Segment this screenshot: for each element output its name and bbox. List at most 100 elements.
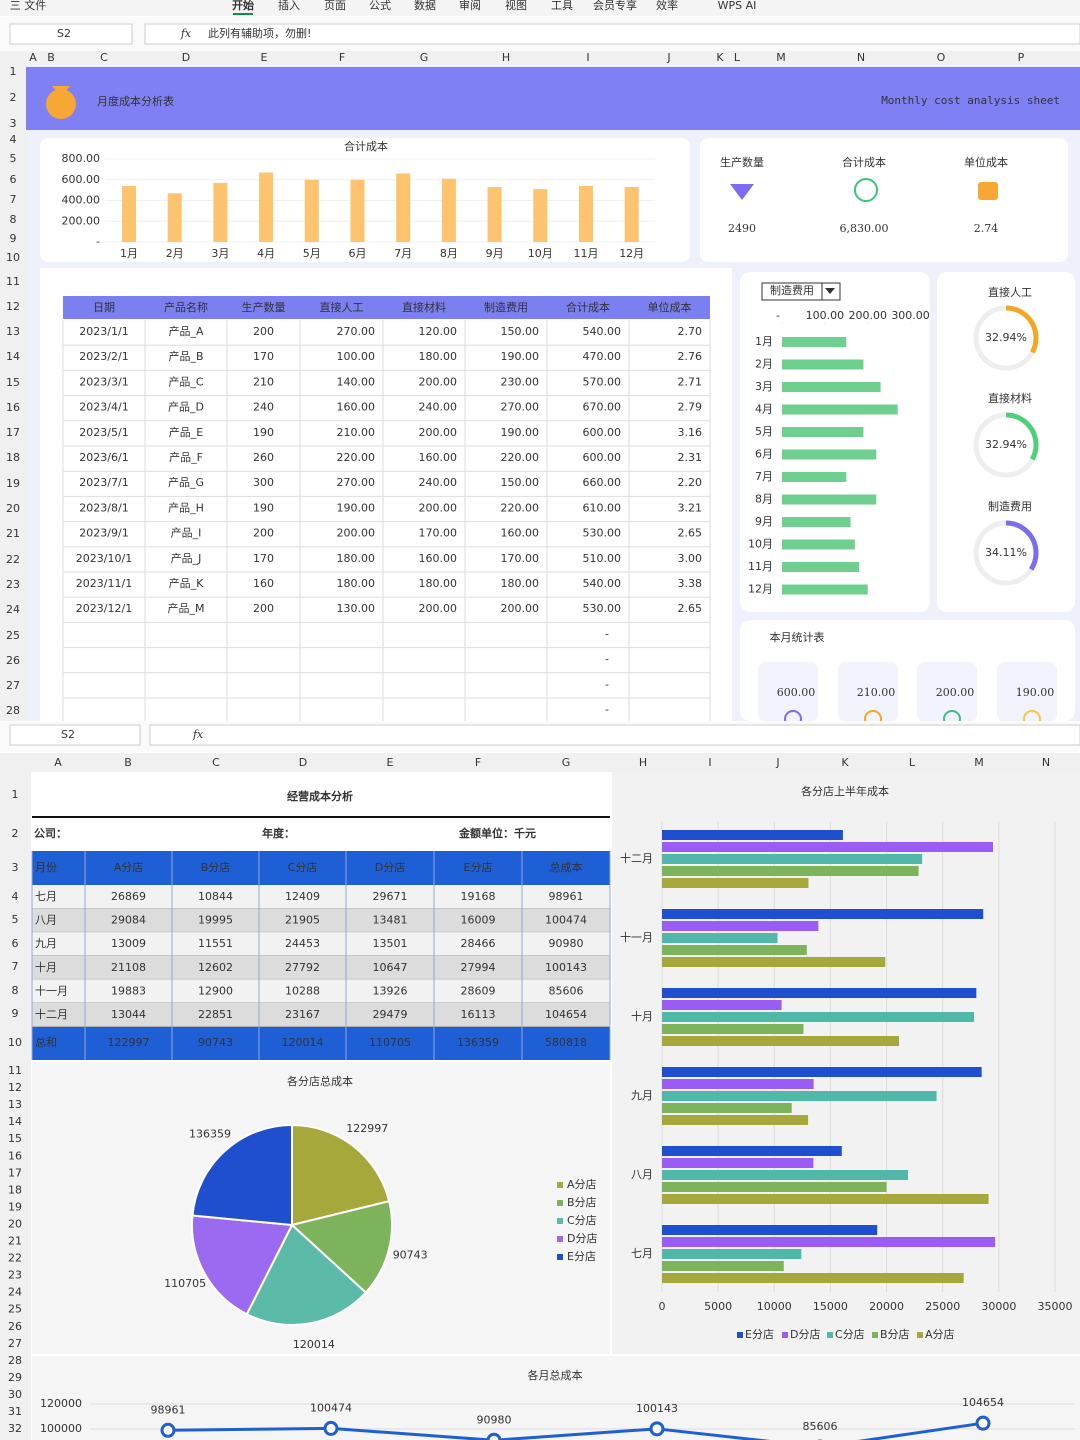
bar	[662, 842, 994, 852]
row-number: 2	[10, 91, 17, 104]
row-number: 15	[6, 376, 20, 389]
bar	[304, 179, 319, 242]
menu-item[interactable]: 页面	[324, 0, 346, 12]
column-letter: H	[639, 756, 647, 769]
table-cell: 产品_D	[168, 400, 204, 414]
row-header	[0, 772, 31, 1440]
x-tick-label: 3月	[211, 247, 229, 260]
data-label: 120014	[293, 1338, 335, 1351]
row-number: 17	[8, 1166, 22, 1179]
table-header-bg	[63, 296, 710, 319]
menu-item[interactable]: 三 文件	[10, 0, 47, 12]
stat-card	[758, 662, 818, 722]
bar	[213, 182, 228, 242]
column-letter: E	[387, 756, 394, 769]
table-cell: 140.00	[337, 375, 376, 388]
stat-value: 210.00	[857, 686, 896, 699]
table-cell: -	[605, 627, 609, 640]
table-cell: 210	[253, 375, 274, 388]
bar	[662, 1261, 784, 1271]
row-number: 24	[8, 1286, 22, 1299]
dropdown-arrow	[825, 288, 835, 294]
legend-label: D分店	[567, 1231, 597, 1245]
menu-item[interactable]: 插入	[278, 0, 300, 12]
table-total: 122997	[108, 1036, 150, 1049]
table-cell: 160.00	[337, 401, 376, 414]
menu-item[interactable]: 效率	[656, 0, 678, 12]
table-cell: 200	[253, 325, 274, 338]
table-cell: 19995	[198, 914, 233, 927]
formula-input	[149, 724, 1080, 746]
legend-swatch	[737, 1332, 743, 1338]
menu-item[interactable]: 工具	[551, 0, 573, 12]
data-label: 110705	[164, 1277, 206, 1290]
y-tick-label: 十一月	[620, 930, 653, 944]
row-number: 6	[12, 937, 19, 950]
column-letter: C	[100, 51, 108, 64]
table-cell: 十一月	[35, 983, 68, 997]
column-letter: M	[776, 51, 786, 64]
table-cell: 3.16	[678, 426, 703, 439]
row-number: 16	[6, 401, 20, 414]
bar	[662, 1225, 878, 1235]
row-number: 27	[8, 1337, 22, 1350]
table-cell: 2.20	[678, 476, 703, 489]
menu-item[interactable]: 视图	[505, 0, 527, 12]
y-tick-label: 1月	[755, 335, 773, 348]
legend-swatch	[557, 1236, 563, 1242]
column-letter: D	[299, 756, 307, 769]
table-row-bg	[32, 979, 610, 1003]
donut-arc	[973, 520, 1039, 586]
menu-item[interactable]: 公式	[369, 0, 391, 12]
donut-value: 34.11%	[985, 546, 1027, 559]
table-cell: -	[605, 703, 609, 716]
bar	[662, 1182, 887, 1192]
table-cell: 600.00	[583, 451, 622, 464]
column-letter: B	[124, 756, 132, 769]
table-header: 总成本	[550, 860, 583, 874]
column-letter: L	[909, 756, 916, 769]
bar	[662, 988, 977, 998]
table-cell: 150.00	[501, 476, 540, 489]
menu-item[interactable]: 审阅	[459, 0, 481, 12]
table-cell: 产品_F	[169, 450, 203, 464]
bar	[662, 1103, 792, 1113]
x-tick-label: 5000	[704, 1300, 732, 1313]
table-cell: 220.00	[501, 501, 540, 514]
table-cell: 200.00	[419, 426, 458, 439]
table-cell: 600.00	[583, 426, 622, 439]
column-letter: A	[29, 51, 37, 64]
menu-item[interactable]: WPS AI	[718, 0, 757, 12]
menu-item[interactable]: 数据	[414, 0, 436, 12]
line-point	[323, 1420, 339, 1436]
table-cell: 570.00	[583, 375, 622, 388]
table-cell: 180.00	[337, 552, 376, 565]
table-cell: 230.00	[501, 375, 540, 388]
info-label: 金额单位：千元	[458, 826, 536, 840]
banner	[26, 67, 1080, 130]
row-number: 18	[6, 451, 20, 464]
table-cell: 610.00	[583, 501, 622, 514]
row-number: 8	[10, 213, 17, 226]
table-cell: 12900	[198, 984, 233, 997]
stat-value: 200.00	[936, 686, 975, 699]
formula-input	[144, 23, 1080, 45]
kpi-label: 合计成本	[842, 155, 886, 169]
menu-item[interactable]: 会员专享	[593, 0, 637, 12]
x-tick-label: 4月	[257, 247, 275, 260]
menu-item[interactable]: 开始	[232, 0, 254, 12]
data-label: 136359	[189, 1128, 231, 1141]
table-cell: 3.00	[678, 552, 703, 565]
table-cell: 26869	[111, 890, 146, 903]
panel	[700, 138, 1068, 262]
table-cell: 530.00	[583, 602, 622, 615]
table-cell: 2023/3/1	[79, 375, 128, 388]
x-tick-label: 2月	[166, 247, 184, 260]
table-cell: 180.00	[419, 350, 458, 363]
table-cell: 2023/2/1	[79, 350, 128, 363]
x-tick-label: 10000	[757, 1300, 792, 1313]
table-cell: 产品_K	[169, 576, 204, 590]
table-cell: 100474	[545, 914, 587, 927]
y-tick-label: 3月	[755, 380, 773, 393]
y-tick-label: 7月	[755, 470, 773, 483]
